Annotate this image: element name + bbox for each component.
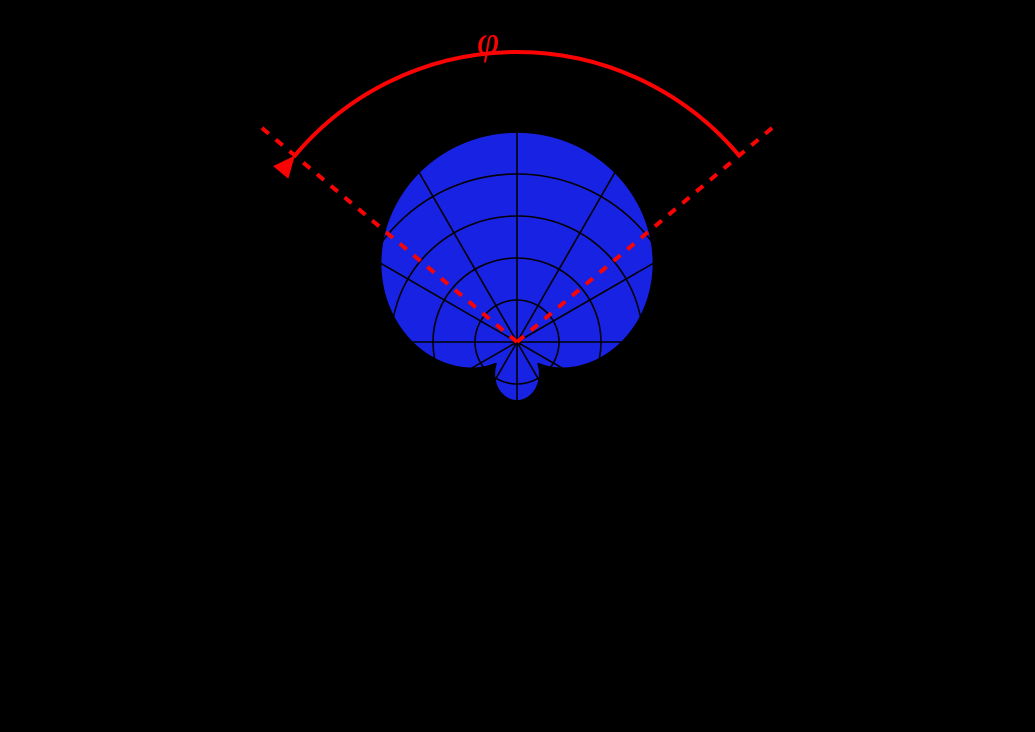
radiation-pattern-diagram: φ [0,0,1035,732]
angle-symbol-phi: φ [477,18,499,63]
